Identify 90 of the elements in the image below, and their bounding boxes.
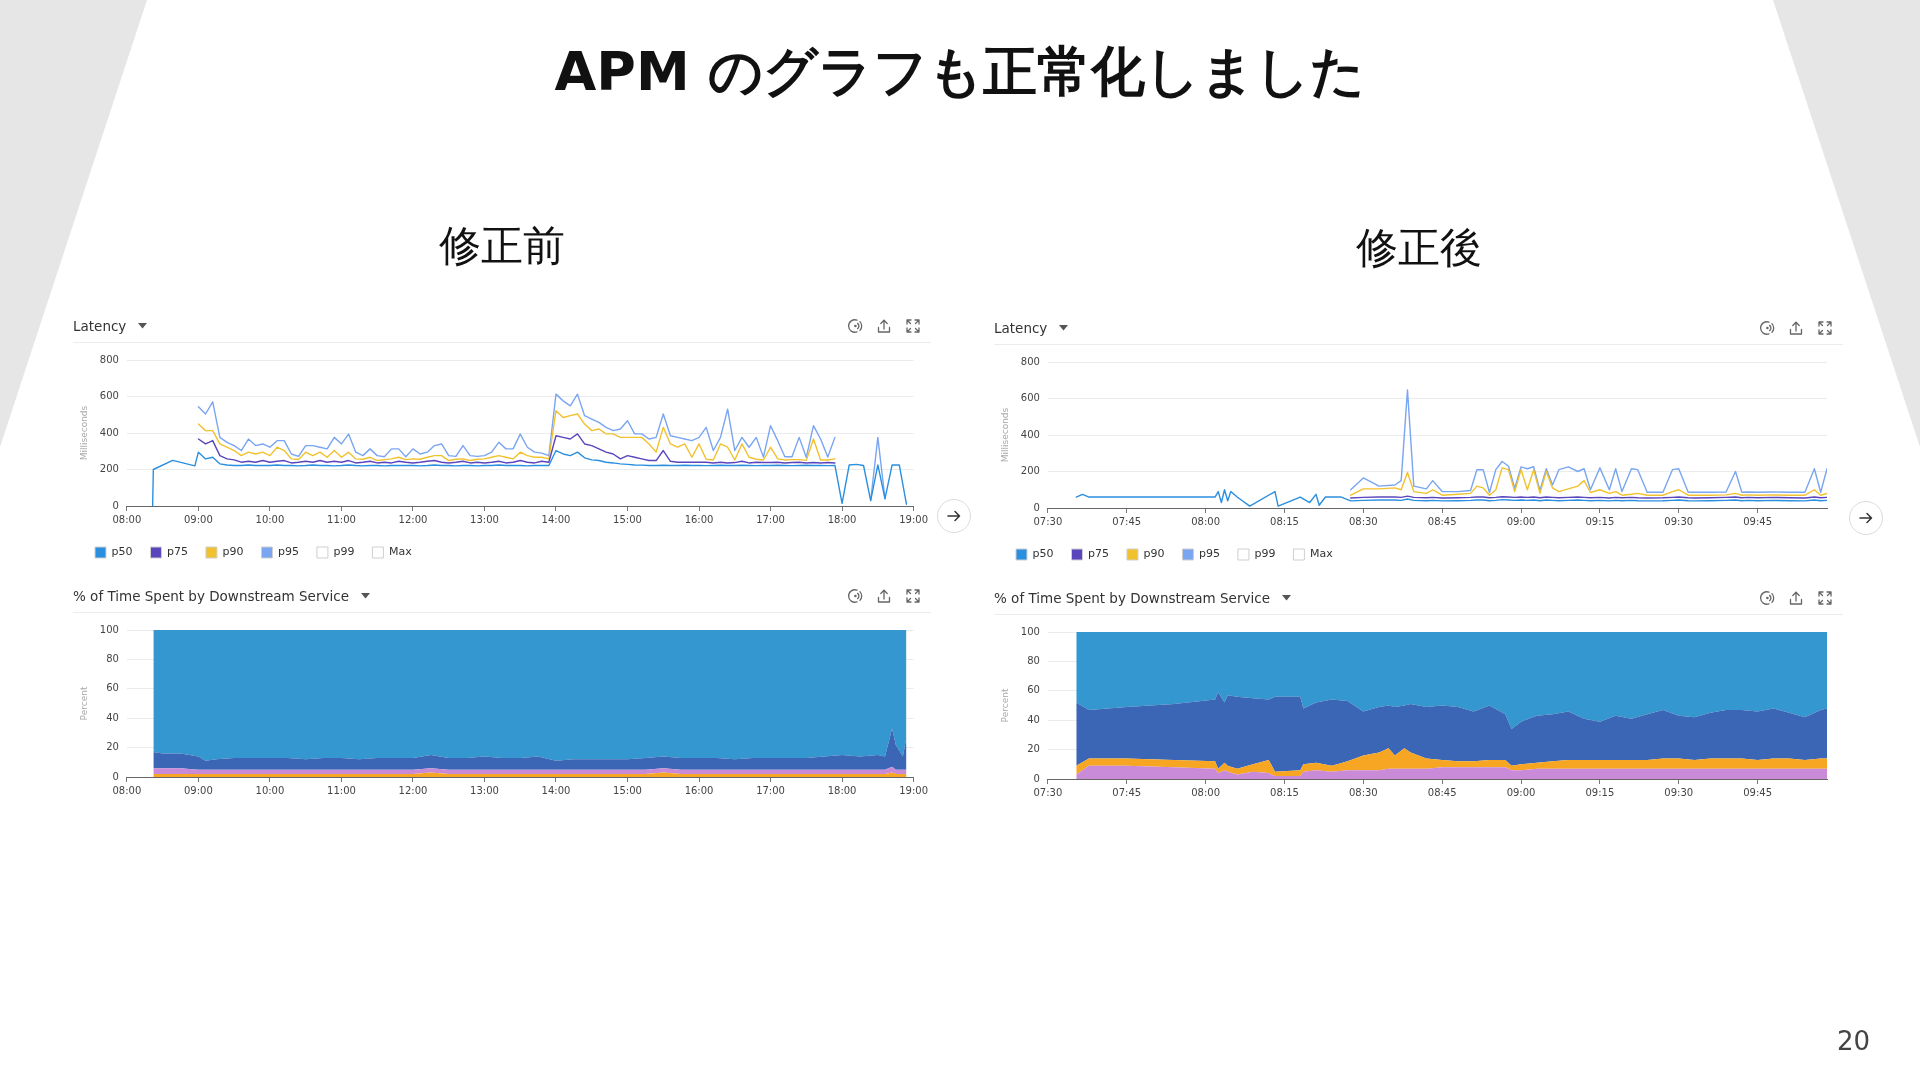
x-tick-label: 08:45	[1427, 786, 1457, 798]
y-tick-label: 40	[106, 711, 119, 723]
x-tick-label: 08:00	[112, 513, 142, 525]
legend-label: p95	[277, 545, 299, 559]
x-tick-label: 15:00	[613, 784, 642, 796]
y-axis-title: Milliseconds	[78, 405, 89, 461]
x-tick-label: 07:30	[1033, 515, 1063, 527]
x-tick-label: 13:00	[470, 784, 499, 796]
x-tick-label: 09:30	[1664, 515, 1694, 527]
y-tick-label: 0	[112, 499, 119, 511]
y-tick-label: 800	[1020, 355, 1040, 367]
y-tick-label: 60	[106, 682, 119, 694]
x-tick-label: 09:00	[1506, 515, 1536, 527]
y-tick-label: 0	[1033, 501, 1040, 513]
x-tick-label: 19:00	[899, 513, 928, 525]
x-tick-label: 18:00	[827, 784, 857, 796]
x-tick-label: 14:00	[541, 513, 571, 525]
x-tick-label: 15:00	[613, 513, 642, 525]
legend-label: p90	[222, 545, 244, 559]
chart-title: Latency	[73, 318, 127, 334]
chart-title: % of Time Spent by Downstream Service	[994, 590, 1270, 606]
y-tick-label: 20	[106, 741, 119, 753]
x-tick-label: 14:00	[541, 784, 571, 796]
chart-title: Latency	[994, 320, 1048, 336]
y-tick-label: 800	[99, 353, 119, 365]
x-tick-label: 08:45	[1427, 515, 1457, 527]
x-tick-label: 08:15	[1270, 786, 1299, 798]
y-tick-label: 0	[1033, 772, 1040, 784]
y-tick-label: 600	[1020, 392, 1040, 404]
x-tick-label: 08:00	[1191, 515, 1221, 527]
x-tick-label: 11:00	[327, 784, 356, 796]
x-tick-label: 07:30	[1033, 786, 1063, 798]
x-tick-label: 07:45	[1112, 786, 1142, 798]
legend-label: p99	[333, 545, 355, 559]
legend-label: Max	[1309, 547, 1334, 561]
y-tick-label: 200	[99, 463, 119, 475]
y-tick-label: 60	[1027, 684, 1040, 696]
x-tick-label: 09:15	[1585, 786, 1615, 798]
x-tick-label: 17:00	[756, 784, 785, 796]
legend-label: p99	[1254, 547, 1276, 561]
x-tick-label: 16:00	[684, 513, 714, 525]
y-axis-title: Percent	[999, 688, 1010, 723]
x-tick-label: 10:00	[255, 513, 285, 525]
x-tick-label: 09:45	[1743, 786, 1773, 798]
x-tick-label: 07:45	[1112, 515, 1142, 527]
text: 20	[1835, 1026, 1870, 1056]
x-tick-label: 12:00	[398, 513, 428, 525]
x-tick-label: 19:00	[899, 784, 928, 796]
legend-label: p90	[1143, 547, 1165, 561]
chart-title: % of Time Spent by Downstream Service	[73, 588, 349, 604]
x-tick-label: 09:00	[183, 513, 213, 525]
legend-label: p95	[1198, 547, 1220, 561]
text: APM のグラフも正常化しました	[553, 39, 1367, 105]
y-tick-label: 600	[99, 390, 119, 402]
x-tick-label: 17:00	[756, 513, 785, 525]
chart-subtitle: 修正前	[438, 220, 566, 272]
chart-subtitle: 修正後	[1354, 222, 1483, 274]
y-tick-label: 80	[106, 652, 119, 664]
y-tick-label: 0	[112, 770, 119, 782]
legend-label: p75	[166, 545, 188, 559]
x-tick-label: 09:15	[1585, 515, 1615, 527]
y-tick-label: 100	[1020, 625, 1040, 637]
legend-label: p75	[1087, 547, 1109, 561]
x-tick-label: 18:00	[827, 513, 857, 525]
y-tick-label: 80	[1027, 654, 1040, 666]
y-tick-label: 400	[99, 426, 119, 438]
x-tick-label: 12:00	[398, 784, 428, 796]
x-tick-label: 09:45	[1743, 515, 1773, 527]
y-tick-label: 40	[1027, 713, 1040, 725]
x-tick-label: 11:00	[327, 513, 356, 525]
x-tick-label: 09:30	[1664, 786, 1694, 798]
x-tick-label: 10:00	[255, 784, 285, 796]
y-tick-label: 20	[1027, 743, 1040, 755]
x-tick-label: 08:30	[1348, 786, 1378, 798]
y-tick-label: 100	[99, 623, 119, 635]
x-tick-label: 08:30	[1348, 515, 1378, 527]
legend-label: p50	[1032, 547, 1054, 561]
x-tick-label: 08:00	[112, 784, 142, 796]
y-axis-title: Milliseconds	[999, 407, 1010, 463]
x-tick-label: 13:00	[470, 513, 499, 525]
legend-label: p50	[111, 545, 133, 559]
x-tick-label: 09:00	[183, 784, 213, 796]
x-tick-label: 08:00	[1191, 786, 1221, 798]
x-tick-label: 08:15	[1270, 515, 1299, 527]
y-axis-title: Percent	[78, 686, 89, 721]
y-tick-label: 200	[1020, 465, 1040, 477]
x-tick-label: 16:00	[684, 784, 714, 796]
legend-label: Max	[388, 545, 413, 559]
y-tick-label: 400	[1020, 428, 1040, 440]
x-tick-label: 09:00	[1506, 786, 1536, 798]
